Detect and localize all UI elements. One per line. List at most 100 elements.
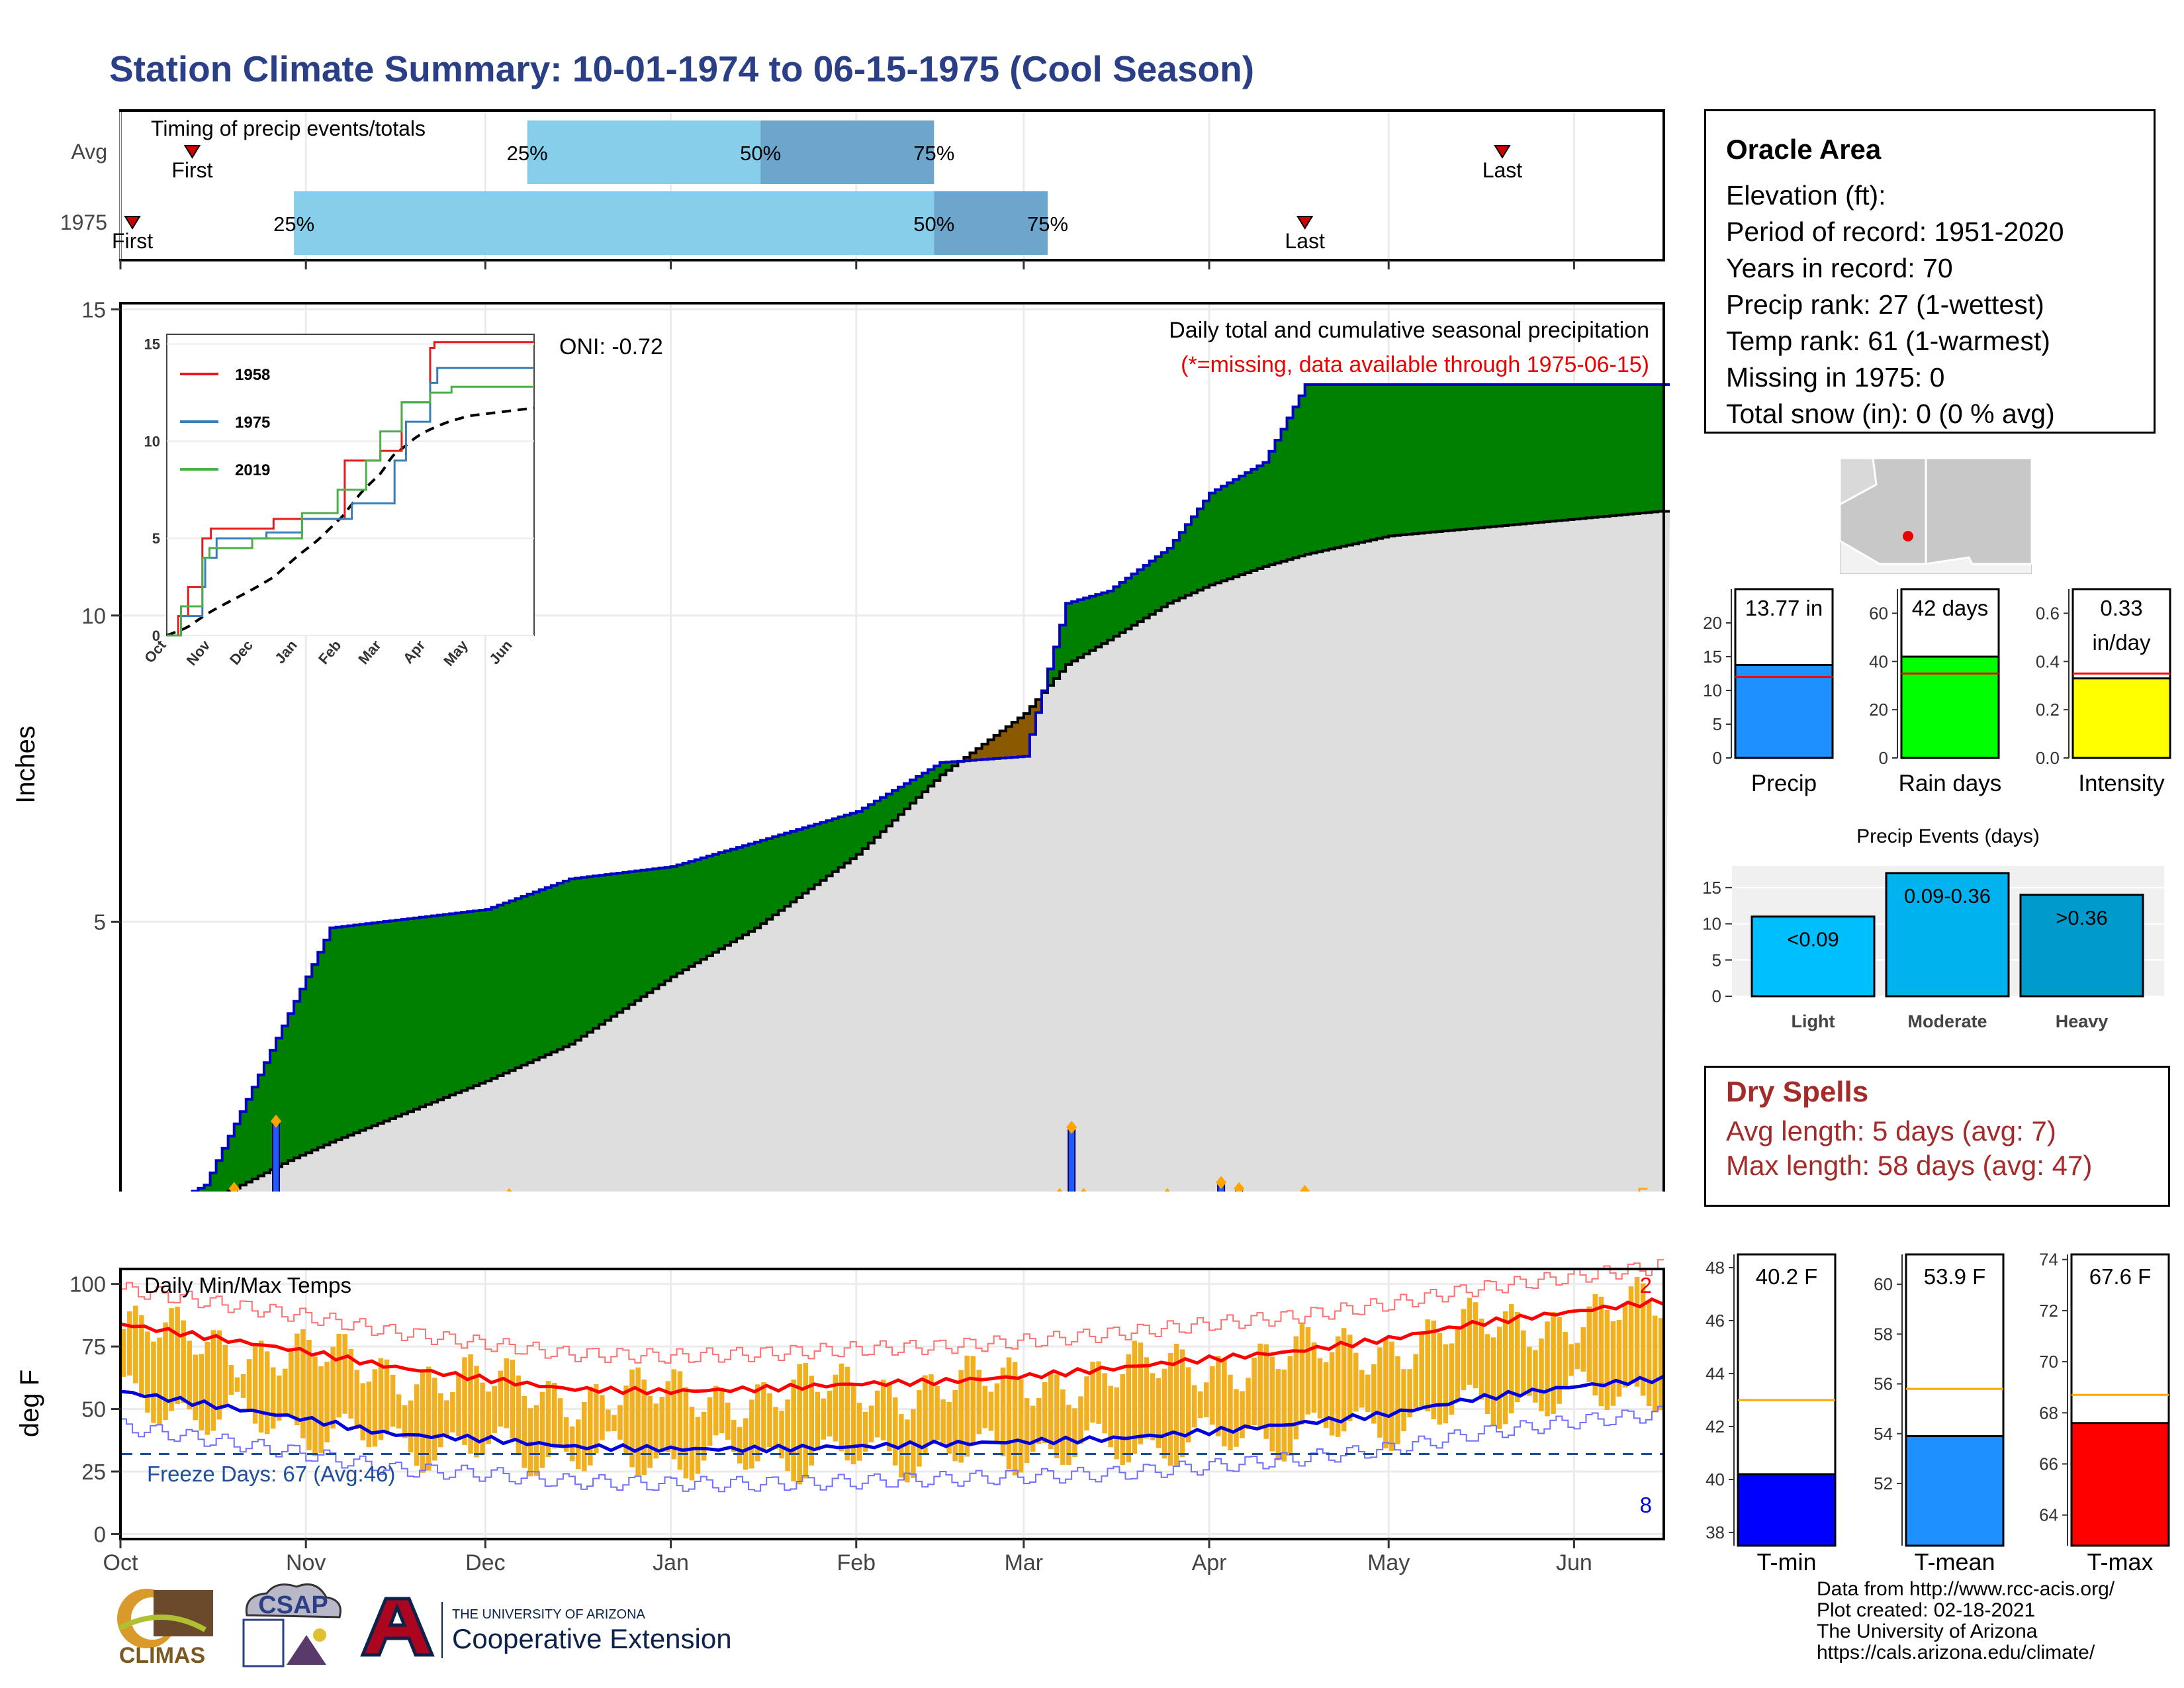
precip-above-area — [749, 843, 755, 931]
precip-above-area — [1071, 601, 1078, 661]
precip-above-area — [694, 859, 702, 963]
temp-daily-bar — [1024, 1398, 1030, 1464]
precip-above-area — [1293, 406, 1300, 558]
precip-above-area — [724, 851, 731, 946]
temp-daily-bar — [1048, 1371, 1054, 1450]
precip-above-area — [1328, 385, 1336, 549]
temp-daily-bar — [695, 1417, 701, 1474]
temp-daily-bar — [707, 1397, 713, 1446]
temp-daily-bar — [929, 1374, 934, 1444]
temp-daily-bar — [773, 1407, 778, 1450]
precip-above-area — [467, 912, 474, 1088]
precip-above-area — [1095, 594, 1102, 647]
precip-above-area — [318, 952, 324, 1148]
temp-daily-bar — [868, 1405, 874, 1442]
temp-ylabel: deg F — [15, 1370, 44, 1437]
temp-daily-bar — [474, 1366, 479, 1458]
ua-a-icon — [360, 1597, 435, 1657]
precip-above-area — [1352, 385, 1359, 544]
temp-daily-bar — [426, 1366, 432, 1471]
temp-ytick-label: 0 — [94, 1522, 106, 1546]
precip-above-area — [294, 1001, 300, 1158]
temp-daily-bar — [390, 1374, 396, 1427]
temp-stat-tick-label: 68 — [2039, 1403, 2058, 1423]
precip-above-area — [1592, 385, 1599, 518]
temp-daily-bar — [252, 1344, 258, 1424]
precip-above-area — [1197, 508, 1204, 590]
temp-daily-bar — [1467, 1297, 1473, 1385]
temp-daily-bar — [312, 1356, 318, 1456]
precip-above-area — [1048, 669, 1054, 686]
temp-daily-bar — [862, 1411, 868, 1452]
temp-daily-bar — [539, 1391, 545, 1468]
temp-daily-bar — [1490, 1337, 1496, 1426]
timing-bar-dark — [760, 120, 934, 184]
precip-above-area — [1161, 552, 1168, 607]
temp-daily-bar — [850, 1383, 856, 1464]
temp-daily-bar — [821, 1398, 827, 1440]
temp-daily-bar — [994, 1383, 1000, 1442]
precip-above-area — [1179, 532, 1186, 598]
temp-daily-bar — [988, 1391, 994, 1431]
temp-daily-bar — [569, 1426, 575, 1462]
precip-above-area — [946, 762, 952, 771]
stat-label: Intensity — [2078, 771, 2165, 796]
stat-bar — [2071, 677, 2171, 759]
temp-xtick-label: Feb — [837, 1550, 876, 1575]
temp-daily-bar — [1228, 1374, 1233, 1450]
inset-series-line — [167, 385, 534, 637]
temp-stat-label: T-min — [1757, 1548, 1817, 1575]
stat-tick-label: 10 — [1703, 680, 1722, 700]
timing-first-label: First — [112, 229, 153, 253]
precip-above-area — [910, 780, 917, 804]
precip-above-area — [874, 801, 881, 837]
precip-big-event-marker — [1216, 1176, 1227, 1190]
temp-frame — [119, 1268, 1665, 1540]
precip-above-area — [1460, 385, 1467, 530]
temp-daily-bar — [360, 1383, 366, 1440]
precip-above-area — [1442, 385, 1449, 532]
station-years: Years in record: 70 — [1726, 253, 1953, 283]
temp-daily-bar — [480, 1382, 485, 1454]
temp-daily-bar — [1030, 1405, 1036, 1452]
temp-daily-bar — [1191, 1385, 1197, 1428]
credit-data-source: Data from http://www.rcc-acis.org/ — [1817, 1578, 2115, 1600]
precip-subtitle: Daily total and cumulative seasonal prec… — [1169, 318, 1649, 343]
temp-daily-bar — [295, 1333, 300, 1425]
precip-big-event-marker — [1164, 1188, 1170, 1192]
temp-daily-bar — [234, 1377, 240, 1392]
timing-pct-75: 75% — [1027, 212, 1068, 236]
temp-daily-bar — [1383, 1337, 1388, 1448]
station-snow: Total snow (in): 0 (0 % avg) — [1726, 399, 2055, 429]
precip-big-event-marker — [228, 1182, 240, 1192]
temp-ytick-label: 25 — [81, 1460, 106, 1484]
temp-stat-tick-label: 58 — [1874, 1324, 1893, 1344]
precip-above-area — [886, 794, 893, 826]
precip-above-area — [778, 835, 785, 911]
temp-xtick-label: Oct — [103, 1550, 138, 1575]
precip-above-area — [1066, 603, 1072, 665]
precip-above-area — [425, 916, 432, 1105]
precip-below-area — [1005, 726, 1013, 758]
temp-daily-bar — [258, 1340, 264, 1433]
precip-above-area — [587, 876, 594, 1033]
precip-above-area — [1365, 385, 1371, 541]
precip-above-area — [282, 1025, 289, 1164]
precip-above-area — [497, 905, 504, 1076]
temp-daily-bar — [1419, 1333, 1424, 1407]
precip-above-area — [533, 892, 540, 1060]
temp-daily-bar — [1036, 1397, 1042, 1444]
precip-above-area — [389, 920, 396, 1119]
temp-daily-bar — [934, 1385, 940, 1441]
temp-daily-bar — [1317, 1358, 1323, 1419]
precip-above-area — [276, 1038, 283, 1167]
precip-above-area — [736, 847, 743, 939]
temp-daily-bar — [1652, 1315, 1658, 1413]
temp-daily-bar — [809, 1376, 814, 1466]
temp-daily-bar — [1072, 1408, 1077, 1458]
precip-above-area — [898, 786, 905, 815]
timing-bar-light — [527, 120, 761, 184]
precip-above-area — [503, 903, 510, 1074]
temp-daily-bar — [1161, 1368, 1167, 1459]
temp-daily-bar — [1018, 1379, 1024, 1473]
